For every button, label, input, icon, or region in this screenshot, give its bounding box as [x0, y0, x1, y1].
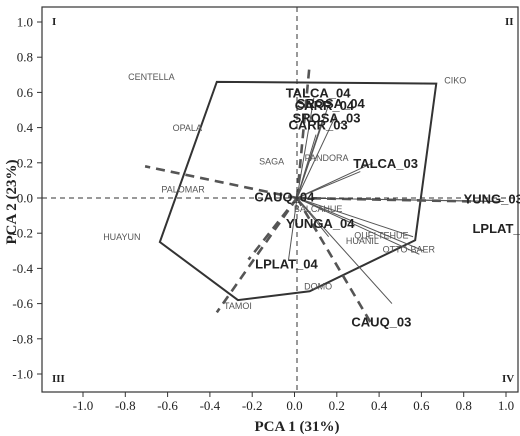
loading-vector-9: [296, 197, 414, 238]
plot-frame: [41, 6, 519, 393]
quadrant-label-2: II: [505, 16, 514, 28]
observation-label-1: CIKO: [444, 76, 466, 86]
x-tick-label-6: 0.2: [329, 398, 345, 413]
y-tick-label-1: 0.8: [17, 50, 33, 65]
observation-label-0: CENTELLA: [128, 72, 175, 82]
quadrant-label-4: IV: [502, 373, 514, 385]
y-tick-label-8: -0.6: [12, 296, 33, 311]
variable-label-10: LPLAT_04: [255, 256, 318, 271]
vector-layer: [144, 64, 504, 328]
x-tick-label-3: -0.4: [200, 398, 221, 413]
observation-label-10: HUAYUN: [103, 232, 140, 242]
observation-label-2: OPALA: [173, 123, 202, 133]
variable-label-5: TALCA_03: [353, 156, 418, 171]
loading-vector-10: [296, 197, 424, 252]
variable-label-0: TALCA_04: [286, 86, 352, 101]
x-tick-label-7: 0.4: [371, 398, 388, 413]
y-tick-label-0: 1.0: [17, 15, 33, 30]
x-tick-label-1: -0.8: [115, 398, 136, 413]
variable-label-1: CARR_04: [295, 98, 355, 113]
x-axis-title: PCA 1 (31%): [255, 419, 340, 435]
axes-layer: [42, 7, 518, 392]
variable-label-3: SROSA_03: [293, 110, 361, 125]
variable-label-11: CAUQ_03: [351, 314, 411, 329]
loading-vector-14: [288, 197, 298, 260]
x-tick-label-9: 0.8: [456, 398, 472, 413]
dashed-vector-3: [215, 197, 299, 314]
x-tick-label-10: 1.0: [498, 398, 514, 413]
loading-vector-4: [296, 134, 317, 199]
observation-label-12: TAMOI: [224, 301, 252, 311]
observation-label-11: DOMO: [304, 282, 332, 292]
x-tick-label-5: 0.0: [286, 398, 302, 413]
observation-label-9: OTTO-BAER: [383, 245, 436, 255]
x-tick-label-4: -0.2: [242, 398, 263, 413]
observation-label-3: SAGA: [259, 157, 284, 167]
variable-label-4: CARR_03: [288, 117, 347, 132]
variable-label-2: SROSA_04: [297, 96, 366, 111]
loading-vector-5: [296, 162, 374, 199]
observation-label-4: PANDORA: [305, 153, 349, 163]
observation-hull: [158, 80, 438, 302]
y-tick-label-5: 0.0: [17, 191, 33, 206]
variable-label-8: CAUQ_04: [254, 190, 315, 205]
y-tick-label-10: -1.0: [12, 367, 33, 382]
variable-label-9: YUNGA_04: [286, 216, 355, 231]
observation-label-8: HUAÑIL: [346, 236, 379, 246]
loading-vector-2: [296, 116, 336, 199]
y-tick-label-3: 0.4: [17, 120, 34, 135]
variable-label-7: LPLAT_03: [472, 221, 520, 236]
y-tick-label-4: 0.2: [17, 155, 33, 170]
x-tick-label-2: -0.6: [157, 398, 178, 413]
loading-vector-6: [296, 171, 361, 199]
loading-vector-11: [296, 197, 420, 255]
loading-vector-12: [296, 197, 393, 304]
quadrant-label-3: III: [52, 373, 65, 385]
observation-label-5: PALOMAR: [161, 185, 205, 195]
dashed-vector-0: [295, 64, 311, 199]
dashed-vector-1: [144, 165, 298, 200]
y-tick-label-7: -0.4: [12, 261, 33, 276]
variable-label-6: YUNG_03: [464, 191, 520, 206]
y-tick-label-2: 0.6: [17, 85, 34, 100]
dashed-vector-4: [295, 197, 375, 328]
ticks-layer: -1.0 -0.8 -0.6 -0.4 -0.2 0.0 0.2 0.4 0.6 0.8 1.0 1.…: [12, 15, 514, 414]
observation-label-7: QUELTEHUE: [354, 230, 408, 240]
x-tick-label-8: 0.6: [413, 398, 430, 413]
y-tick-label-9: -0.8: [12, 331, 33, 346]
dashed-vector-5: [247, 197, 299, 261]
y-axis-title: PCA 2 (23%): [4, 160, 20, 245]
observation-label-6: BALCAHUE: [294, 204, 343, 214]
quadrant-label-1: I: [52, 16, 56, 28]
x-tick-label-0: -1.0: [73, 398, 94, 413]
hull-layer: [158, 80, 438, 302]
y-tick-label-6: -0.2: [12, 226, 33, 241]
